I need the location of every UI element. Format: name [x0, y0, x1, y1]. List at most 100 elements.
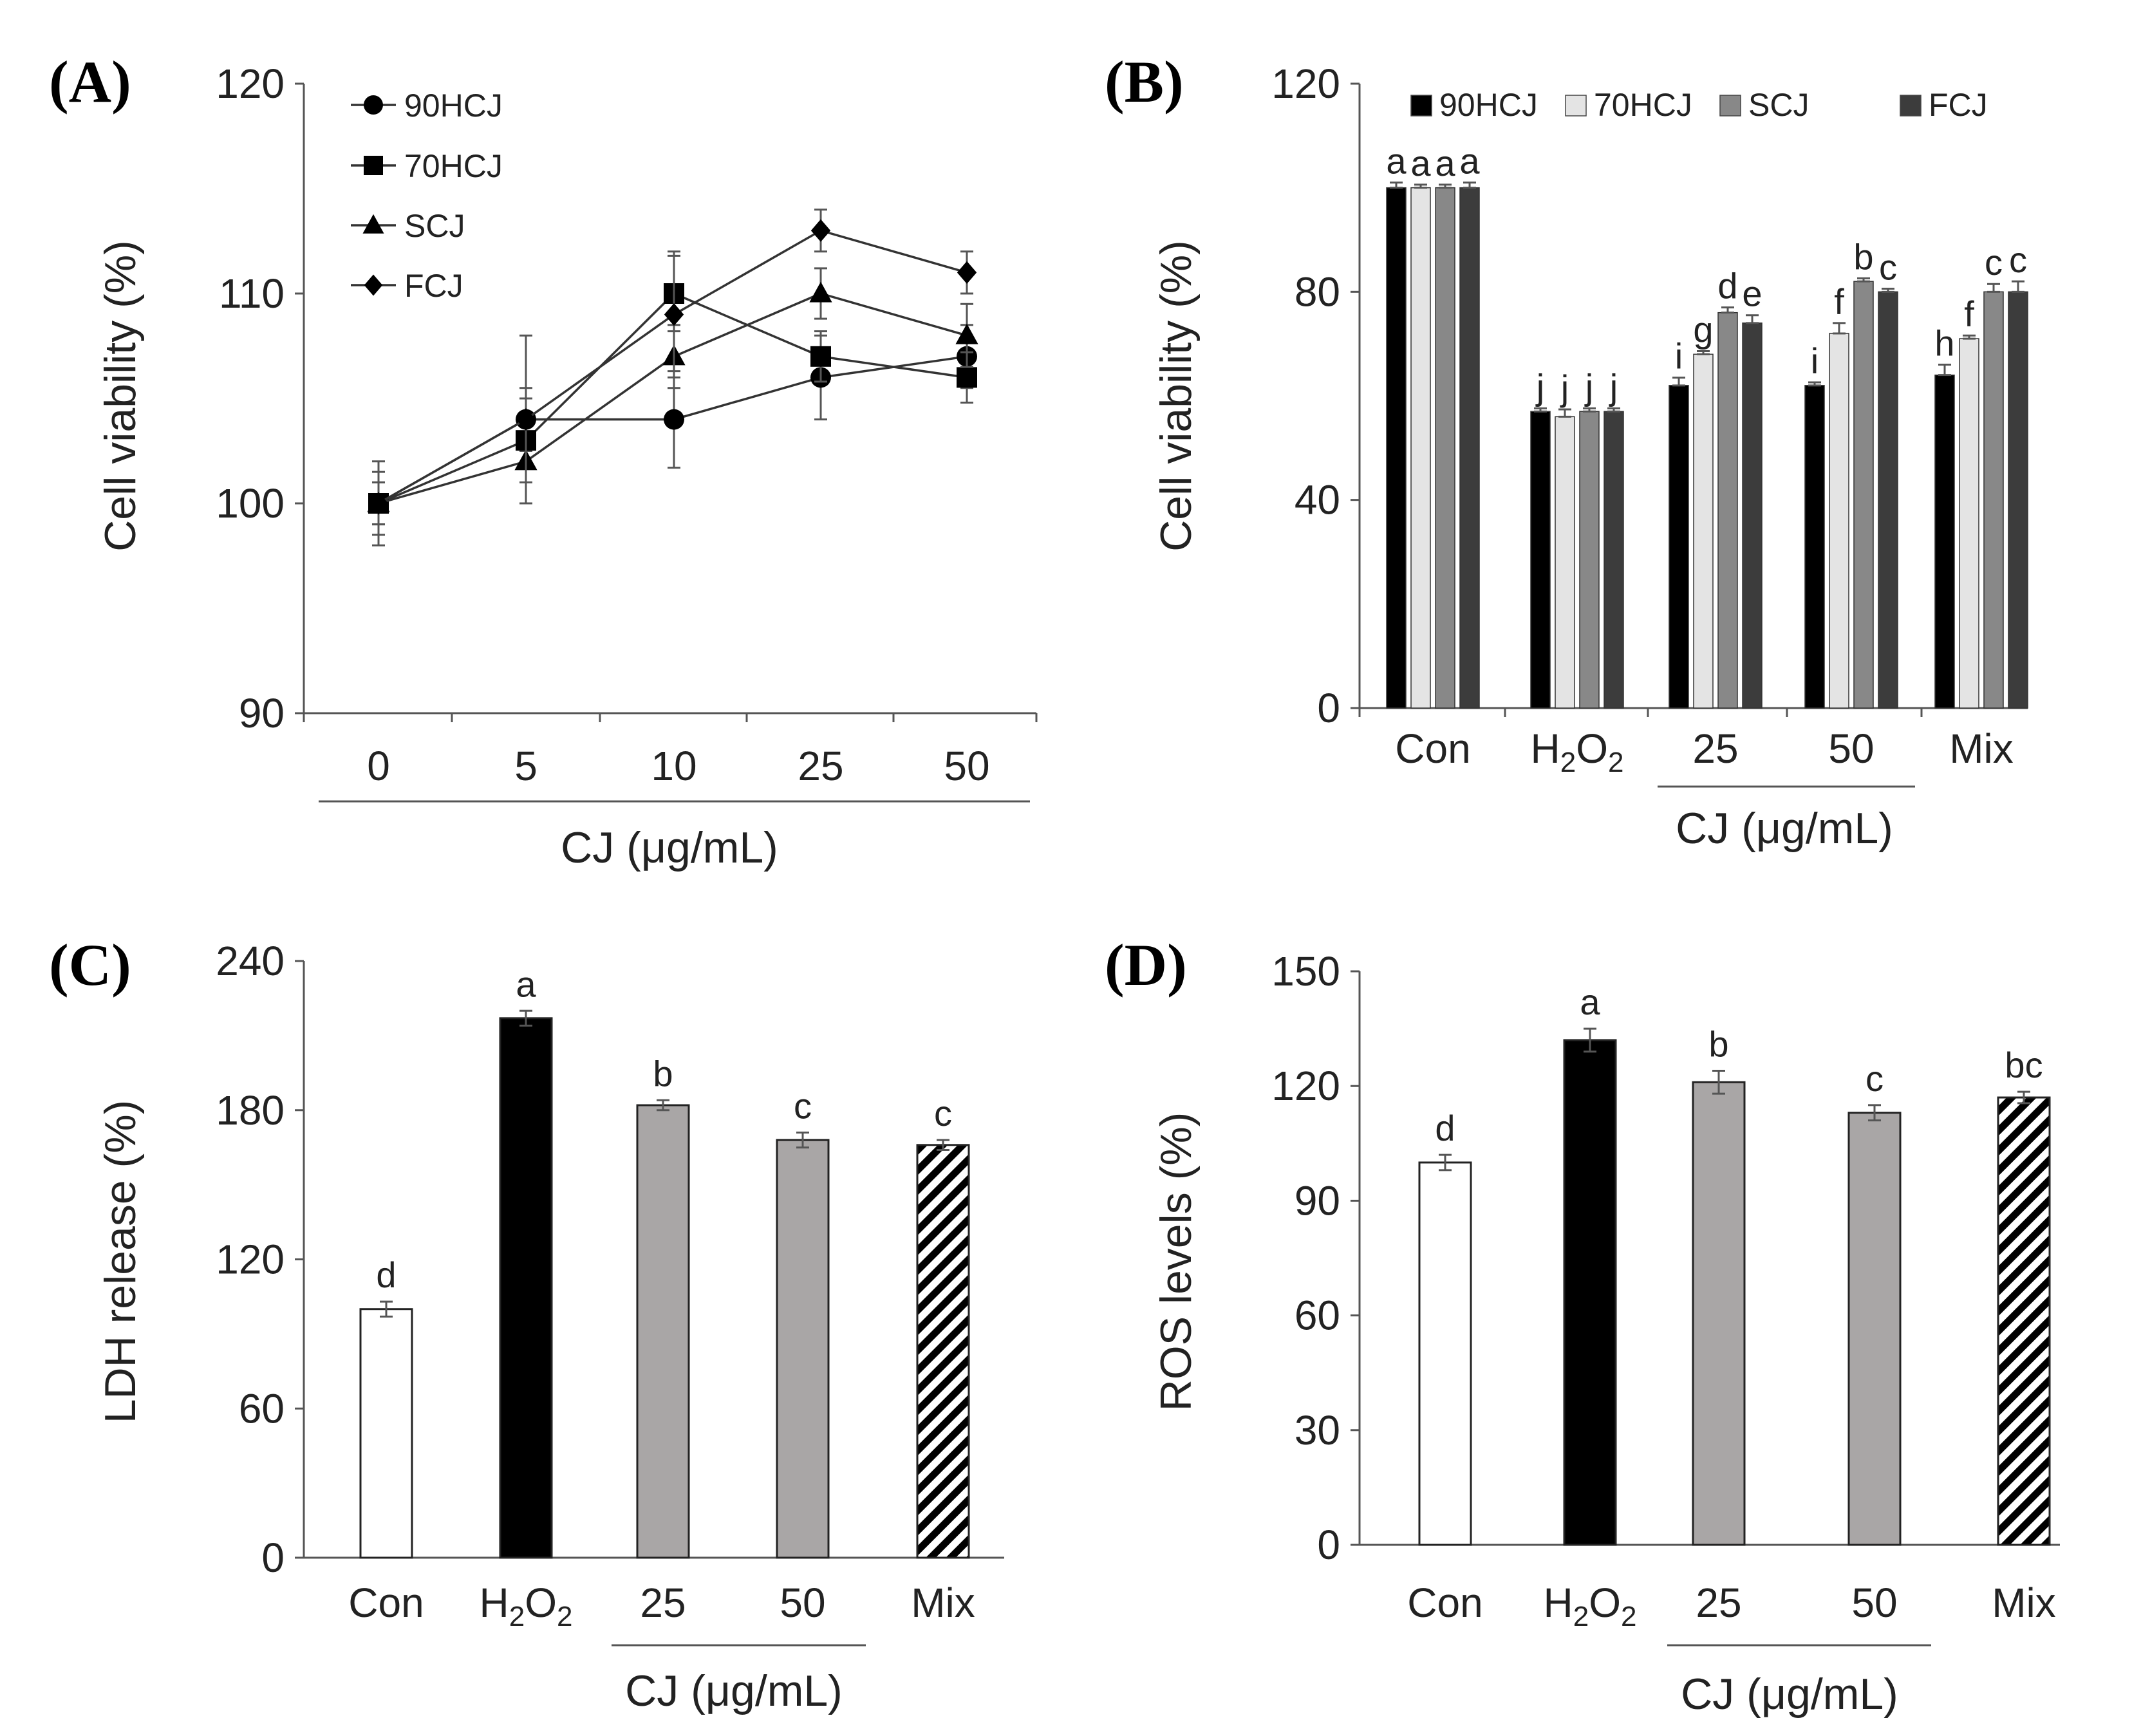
panel-d-sig-letter: bc [2005, 1045, 2043, 1085]
panel-b-bar-FCJ [1742, 322, 1763, 709]
panel-b-bar-90HCJ [1530, 411, 1551, 709]
panel-b-sig-letter: c [1985, 242, 2003, 283]
panel-a-point-FCJ [664, 303, 684, 326]
panel-d-sig-letter: d [1435, 1108, 1455, 1148]
panel-b-sig-letter: j [1560, 368, 1569, 408]
panel-b-bar-FCJ [1878, 291, 1898, 709]
panel-d-bar [1847, 1112, 1902, 1546]
panel-a-legend-label: SCJ [404, 208, 465, 244]
panel-b-legend-swatch [1565, 95, 1587, 117]
panel-c-x-tick-label: 25 [640, 1580, 686, 1626]
panel-b-sig-letter: d [1717, 266, 1737, 306]
panel-a-point-90HCJ [664, 409, 684, 430]
panel-b-label: (B) [1105, 49, 1184, 115]
panel-c-x-tick-label: 50 [780, 1580, 825, 1626]
panel-b-bar-SCJ [1579, 411, 1600, 709]
panel-c-label: (C) [49, 932, 131, 998]
panel-b-y-tick-label: 0 [1317, 685, 1340, 731]
panel-a-x-tick-label: 10 [651, 743, 697, 789]
panel-b-x-tick-label: 50 [1828, 725, 1874, 772]
panel-a-y-tick-label: 90 [239, 690, 285, 736]
panel-a-ylabel: Cell viability (%) [96, 240, 145, 552]
panel-a-point-FCJ [516, 408, 536, 431]
panel-c-y-tick-label: 60 [239, 1385, 285, 1432]
panel-b-legend-label: 70HCJ [1594, 87, 1692, 123]
panel-c-bar [359, 1308, 413, 1559]
panel-b-bar-90HCJ [1934, 374, 1955, 709]
panel-a-legend-marker [364, 95, 383, 115]
panel-c-sig-letter: a [516, 964, 536, 1004]
panel-b-sig-letter: j [1609, 366, 1618, 407]
panel-c-x-tick-label: Mix [911, 1580, 975, 1626]
panel-b-bar-90HCJ [1386, 187, 1407, 709]
panel-b-sig-letter: a [1435, 143, 1455, 183]
panel-b-bar-70HCJ [1829, 333, 1849, 709]
panel-b-sig-letter: c [1879, 247, 1897, 287]
panel-b-x-tick-label: Mix [1949, 725, 2014, 772]
panel-b-bar-FCJ [1459, 187, 1480, 709]
panel-d-bar [1692, 1081, 1746, 1546]
panel-d-x-tick-label: H2O2 [1544, 1580, 1637, 1632]
panel-a-legend: 90HCJ 70HCJ SCJ FCJ [351, 88, 503, 304]
panel-c-x-tick-label: Con [348, 1580, 424, 1626]
panel-c-y-tick-label: 240 [216, 938, 285, 984]
panel-a-point-SCJ [955, 323, 978, 344]
panel-b-legend-label: 90HCJ [1439, 87, 1538, 123]
panel-d-bar [1563, 1039, 1617, 1546]
panel-c-plot: 0 60 120 180 240 d Con a H2O2 b 25 c 50 c Mix [216, 938, 1004, 1647]
panel-b-y-tick-label: 80 [1295, 268, 1340, 315]
panel-d-y-tick-label: 60 [1295, 1293, 1340, 1339]
panel-b-legend: 90HCJ 70HCJ SCJ FCJ [1410, 87, 1988, 123]
panel-a-y-tick-label: 120 [216, 61, 285, 107]
panel-a-legend-label: FCJ [404, 268, 463, 304]
panel-b-y-tick-label: 40 [1295, 477, 1340, 523]
panel-a-line-90HCJ [378, 355, 968, 505]
panel-b-bar-FCJ [2008, 291, 2028, 709]
panel-b-x-tick-label: Con [1395, 725, 1470, 772]
panel-d-x-tick-label: Con [1407, 1580, 1482, 1626]
panel-b-bar-90HCJ [1669, 385, 1689, 709]
panel-d-bar [1997, 1096, 2051, 1546]
panel-c-sig-letter: b [653, 1053, 673, 1094]
panel-b-sig-letter: j [1584, 366, 1593, 407]
panel-a-legend-marker [364, 274, 383, 296]
panel-a: (A) 90 100 110 120 0 5 10 25 50 Cell viability (… [49, 49, 1038, 872]
panel-b-bar-70HCJ [1959, 338, 1979, 709]
panel-b-legend-swatch [1410, 95, 1432, 117]
panel-b-y-tick-label: 120 [1271, 61, 1340, 107]
panel-d-y-tick-label: 0 [1317, 1522, 1340, 1568]
panel-b-sig-letter: i [1811, 341, 1819, 381]
panel-b-sig-letter: b [1853, 236, 1873, 277]
panel-c-sig-letter: d [376, 1255, 396, 1295]
panel-a-point-SCJ [809, 281, 832, 303]
panel-a-x-tick-label: 25 [798, 743, 843, 789]
panel-b-sig-letter: c [2009, 239, 2027, 280]
panel-b-bar-SCJ [1435, 187, 1455, 709]
panel-b-bar-SCJ [1717, 312, 1738, 709]
panel-a-point-FCJ [957, 261, 977, 284]
panel-d-x-tick-label: Mix [1992, 1580, 2056, 1626]
panel-a-point-FCJ [368, 492, 389, 515]
panel-a-point-70HCJ [957, 367, 977, 388]
panel-c-ylabel: LDH release (%) [96, 1100, 145, 1424]
panel-a-xlabel: CJ (μg/mL) [561, 823, 778, 872]
panel-a-legend-marker [364, 156, 383, 175]
panel-b-sig-letter: a [1386, 141, 1407, 182]
panel-a-x-tick-label: 50 [944, 743, 989, 789]
panel-d-y-tick-label: 90 [1295, 1177, 1340, 1224]
panel-a-point-FCJ [810, 219, 831, 242]
panel-d-plot: 0 30 60 90 120 150 d Con a H2O2 b 25 c 50 bc Mix [1271, 948, 2060, 1647]
panel-d-sig-letter: c [1866, 1058, 1884, 1099]
panel-b-sig-letter: j [1535, 366, 1544, 407]
panel-b-x-tick-label: 25 [1692, 725, 1738, 772]
panel-b-sig-letter: a [1459, 141, 1480, 182]
panel-b-ylabel: Cell viability (%) [1152, 240, 1201, 552]
panel-a-plot: 90 100 110 120 0 5 10 25 50 [216, 61, 1038, 803]
panel-b-sig-letter: i [1675, 336, 1683, 377]
panel-b-bar-90HCJ [1804, 385, 1825, 709]
panel-c-xlabel: CJ (μg/mL) [625, 1666, 843, 1715]
panel-b-legend-swatch [1719, 95, 1741, 117]
panel-b-legend-label: FCJ [1929, 87, 1988, 123]
